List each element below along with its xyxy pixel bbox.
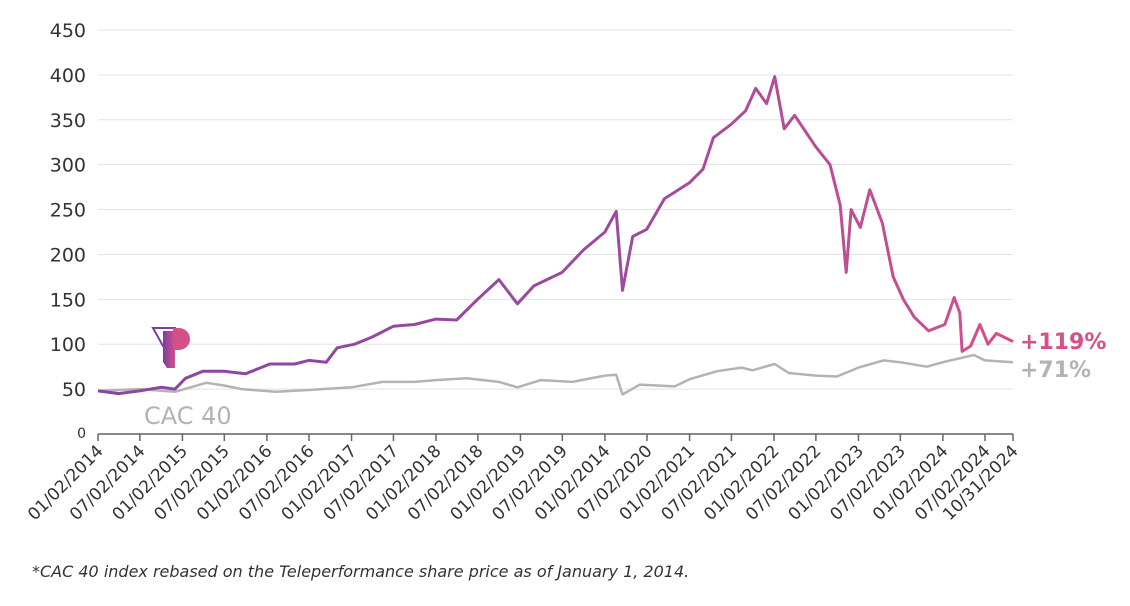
y-tick-label: 450 — [50, 20, 86, 42]
y-tick-label: 200 — [50, 244, 86, 266]
cac40-line — [97, 353, 1014, 396]
teleperformance-line — [97, 75, 1014, 396]
y-tick-label: 350 — [50, 110, 86, 132]
y-tick-label: 50 — [62, 379, 86, 401]
y-tick-label: 300 — [50, 155, 86, 177]
y-tick-label: 250 — [50, 200, 86, 222]
y-tick-label: 100 — [50, 334, 86, 356]
y-tick-label: 150 — [50, 289, 86, 311]
y-tick-label: 0 — [77, 426, 86, 442]
teleperformance-logo — [151, 327, 190, 368]
y-tick-label: 400 — [50, 65, 86, 87]
teleperformance-end-label: +119% — [1020, 330, 1106, 355]
footnote: *CAC 40 index rebased on the Teleperform… — [32, 562, 690, 581]
cac40-end-label: +71% — [1020, 358, 1091, 383]
cac40-series-label: CAC 40 — [144, 402, 232, 430]
